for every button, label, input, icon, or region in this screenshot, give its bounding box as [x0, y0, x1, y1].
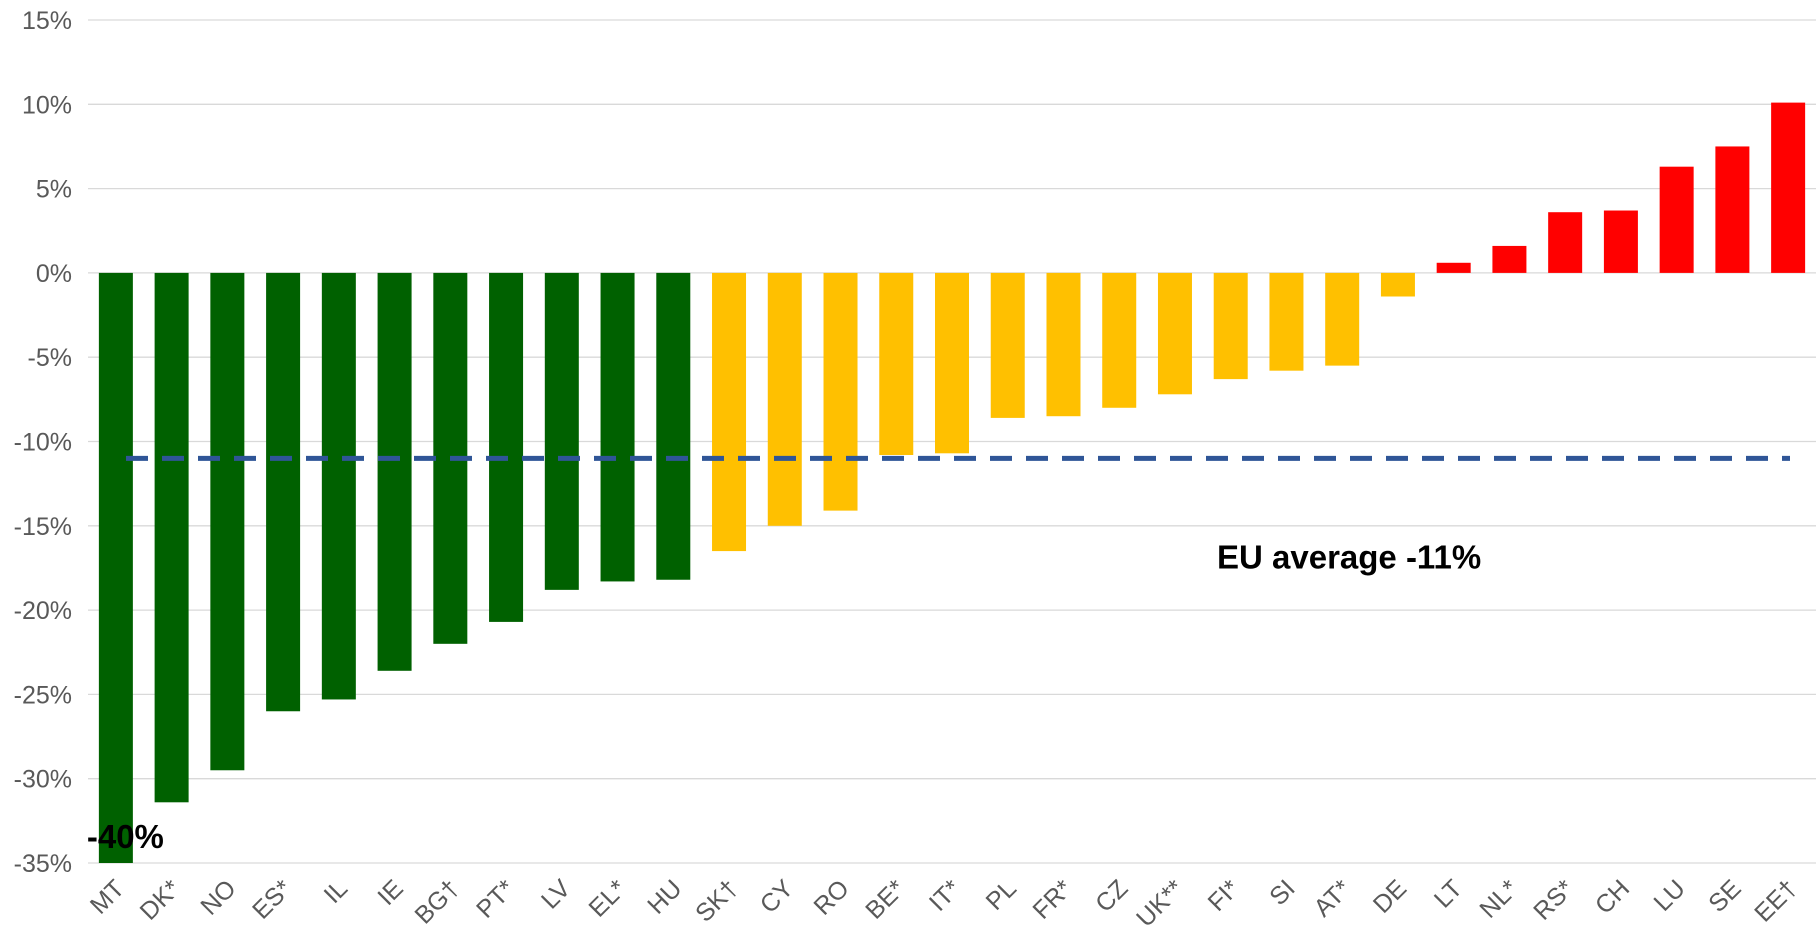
x-tick-label: CZ [1090, 874, 1133, 917]
bar-NL* [1492, 245, 1527, 273]
x-tick-label: PL [981, 874, 1022, 915]
x-tick-label: EL* [583, 874, 631, 922]
x-tick-label: ES* [247, 874, 297, 924]
eu-average-label: EU average -11% [1217, 538, 1481, 575]
x-tick-label: RO [808, 874, 854, 920]
x-tick-label: SI [1264, 874, 1301, 911]
x-tick-label: FR* [1027, 874, 1077, 924]
x-tick-label: BE* [860, 874, 910, 924]
x-tick-label: DE [1368, 874, 1412, 918]
bar-RO [823, 272, 858, 511]
bar-CY [767, 272, 802, 526]
x-tick-label: DK* [135, 874, 186, 925]
bar-CZ [1102, 272, 1137, 408]
bar-ES* [266, 272, 301, 712]
bar-IL [321, 272, 356, 700]
bar-RS* [1548, 212, 1583, 273]
bar-MT [98, 272, 133, 863]
x-tick-label: SE [1703, 874, 1746, 917]
bar-UK** [1157, 272, 1192, 395]
x-tick-label: FI* [1203, 874, 1246, 917]
y-tick-label: -25% [14, 681, 72, 709]
x-tick-label: IL [319, 874, 354, 909]
bar-SI [1269, 272, 1304, 371]
bar-DK* [154, 272, 189, 803]
bar-NO [210, 272, 245, 771]
x-tick-label: UK** [1131, 874, 1189, 932]
y-tick-label: -5% [28, 344, 72, 372]
x-tick-label: SK† [690, 874, 743, 927]
x-tick-label: AT* [1308, 874, 1356, 922]
bar-DE [1380, 272, 1415, 297]
y-tick-label: 10% [22, 91, 72, 119]
x-tick-label: NO [195, 874, 241, 920]
bar-BE* [879, 272, 914, 455]
x-tick-label: IE [372, 874, 409, 911]
x-tick-label: NL* [1474, 874, 1523, 923]
x-tick-label: LV [536, 874, 576, 914]
y-tick-label: -10% [14, 429, 72, 457]
x-tick-label: CY [755, 874, 800, 919]
y-tick-label: -20% [14, 597, 72, 625]
bar-CH [1603, 210, 1638, 273]
bar-LT [1436, 262, 1471, 273]
bar-IE [377, 272, 412, 671]
y-tick-label: 0% [36, 260, 72, 288]
y-tick-label: -30% [14, 766, 72, 794]
x-tick-label: CH [1590, 874, 1635, 919]
y-tick-label: -15% [14, 513, 72, 541]
y-tick-label: 15% [22, 7, 72, 35]
y-tick-label: 5% [36, 176, 72, 204]
bar-LV [544, 272, 579, 590]
bar-EE† [1771, 102, 1806, 273]
x-tick-label: IT* [924, 874, 967, 917]
bar-FR* [1046, 272, 1081, 417]
bar-PT* [489, 272, 524, 622]
bar-HU [656, 272, 691, 580]
x-tick-label: RS* [1528, 874, 1579, 925]
x-tick-label: PT* [471, 874, 520, 923]
bar-IT* [935, 272, 969, 454]
x-tick-label: LU [1648, 874, 1690, 916]
bar-EL* [600, 272, 635, 582]
min-value-label: -40% [87, 818, 164, 855]
bar-FI* [1213, 272, 1248, 380]
bar-PL [990, 272, 1025, 418]
x-tick-label: LT [1429, 874, 1468, 913]
bar-AT* [1325, 272, 1360, 366]
x-tick-label: MT [85, 874, 130, 919]
x-tick-label: EE† [1749, 874, 1802, 927]
x-tick-label: BG† [409, 874, 464, 929]
x-tick-label: HU [642, 874, 687, 919]
bar-LU [1659, 166, 1694, 273]
y-tick-label: -35% [14, 850, 72, 878]
bar-SK† [712, 272, 747, 552]
bar-SE [1715, 146, 1750, 273]
